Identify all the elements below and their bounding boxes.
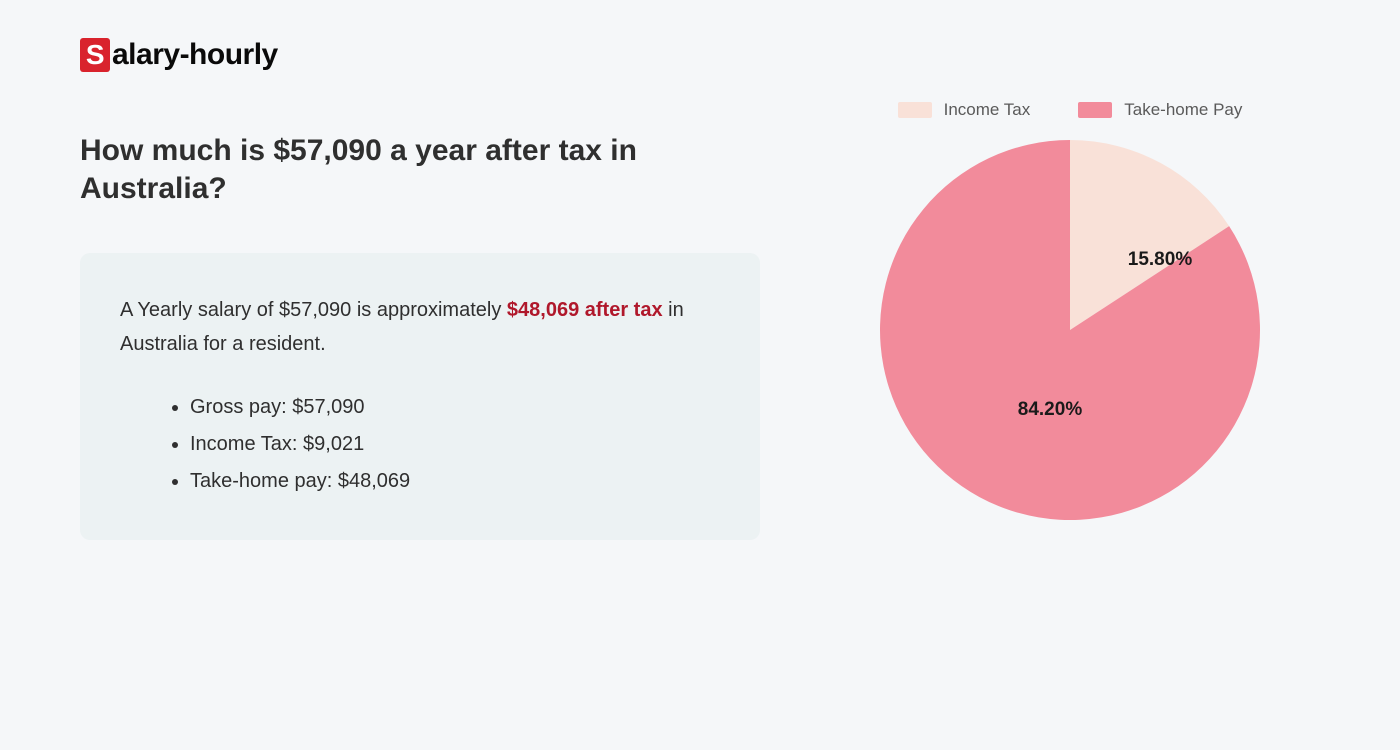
breakdown-list: Gross pay: $57,090 Income Tax: $9,021 Ta… — [120, 389, 720, 500]
pie-chart: 15.80% 84.20% — [880, 140, 1260, 520]
legend-label: Take-home Pay — [1124, 100, 1242, 120]
site-logo: S alary-hourly — [80, 38, 760, 72]
list-item: Gross pay: $57,090 — [190, 389, 720, 426]
right-column: Income Tax Take-home Pay 15.80% 84.20% — [820, 30, 1320, 540]
chart-legend: Income Tax Take-home Pay — [898, 100, 1243, 120]
legend-item-takehome: Take-home Pay — [1078, 100, 1242, 120]
legend-item-income-tax: Income Tax — [898, 100, 1031, 120]
logo-badge: S — [80, 38, 110, 72]
page-heading: How much is $57,090 a year after tax in … — [80, 132, 680, 207]
slice-label-tax: 15.80% — [1128, 249, 1192, 271]
summary-box: A Yearly salary of $57,090 is approximat… — [80, 253, 760, 540]
left-column: S alary-hourly How much is $57,090 a yea… — [80, 30, 760, 540]
legend-label: Income Tax — [944, 100, 1031, 120]
list-item: Take-home pay: $48,069 — [190, 463, 720, 500]
summary-text: A Yearly salary of $57,090 is approximat… — [120, 293, 720, 361]
pie-svg — [880, 140, 1260, 520]
summary-prefix: A Yearly salary of $57,090 is approximat… — [120, 299, 507, 321]
slice-label-takehome: 84.20% — [1018, 399, 1082, 421]
main-container: S alary-hourly How much is $57,090 a yea… — [0, 0, 1400, 570]
legend-swatch — [898, 102, 932, 118]
legend-swatch — [1078, 102, 1112, 118]
list-item: Income Tax: $9,021 — [190, 426, 720, 463]
logo-text: alary-hourly — [112, 38, 278, 72]
summary-highlight: $48,069 after tax — [507, 299, 663, 321]
